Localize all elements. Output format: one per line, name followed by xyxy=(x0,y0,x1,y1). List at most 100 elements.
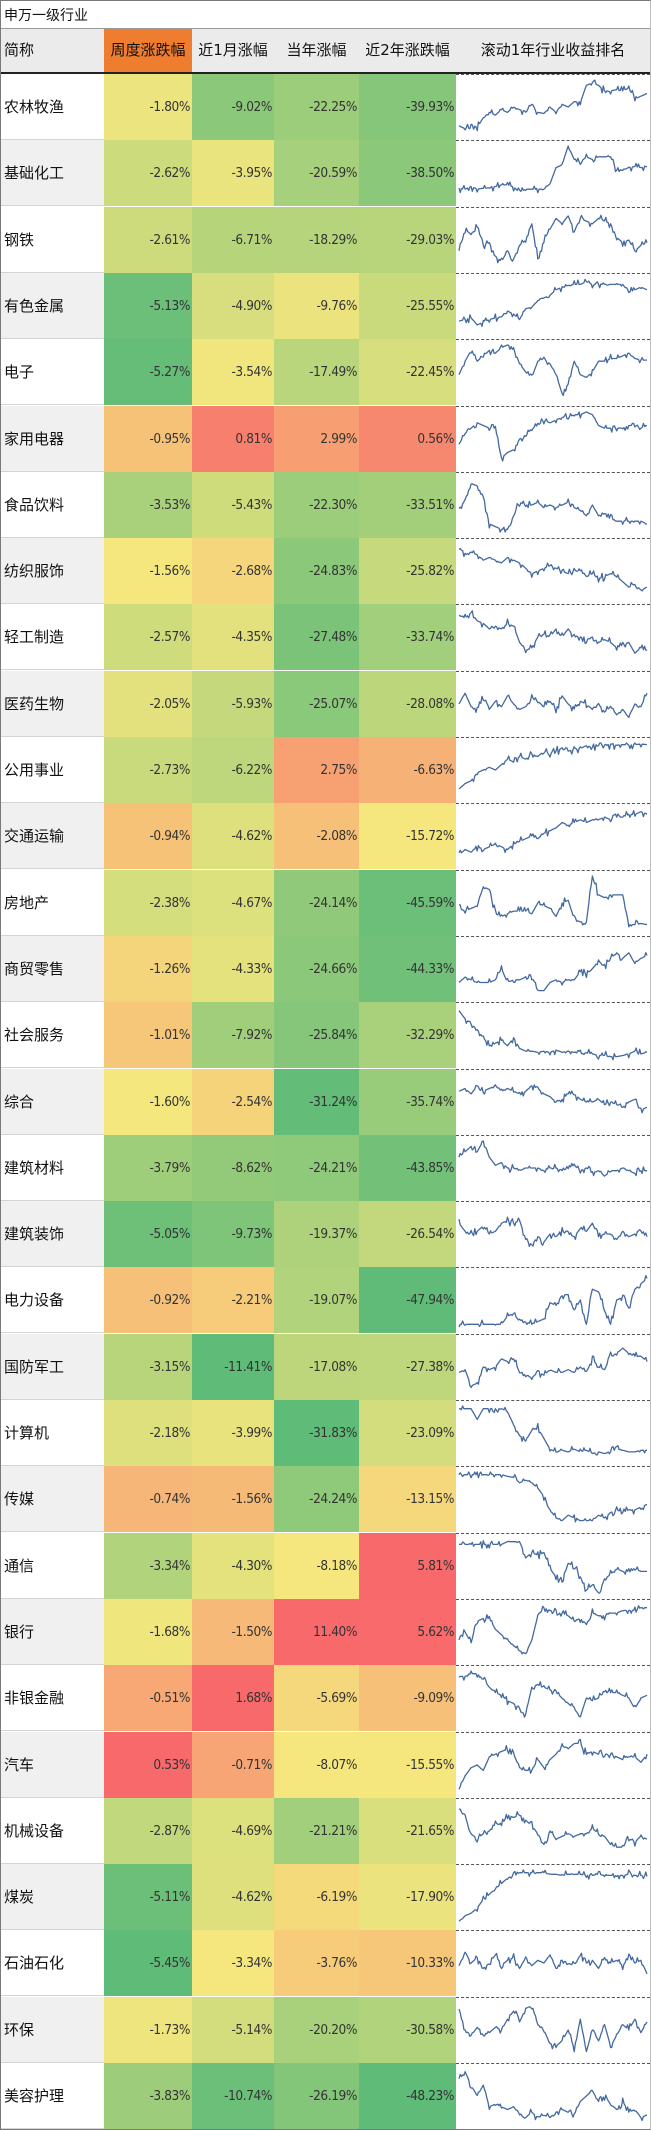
table-row[interactable]: 轻工制造 -2.57% -4.35% -27.48% -33.74% xyxy=(1,604,650,671)
cell-y2: 5.62% xyxy=(359,1598,456,1665)
cell-week: -1.56% xyxy=(104,538,192,605)
rank-sparkline xyxy=(456,206,650,273)
table-row[interactable]: 商贸零售 -1.26% -4.33% -24.66% -44.33% xyxy=(1,935,650,1002)
column-header-rank[interactable]: 滚动1年行业收益排名 xyxy=(480,41,626,59)
column-header-m1[interactable]: 近1月涨幅 xyxy=(198,41,268,59)
industry-name: 汽车 xyxy=(1,1731,104,1798)
table-row[interactable]: 农林牧渔 -1.80% -9.02% -22.25% -39.93% xyxy=(1,74,650,140)
rank-sparkline xyxy=(456,1532,650,1599)
rank-sparkline xyxy=(456,140,650,207)
cell-y2: -44.33% xyxy=(359,935,456,1002)
rank-sparkline xyxy=(456,538,650,605)
cell-y2: -26.54% xyxy=(359,1201,456,1268)
industry-name: 计算机 xyxy=(1,1400,104,1466)
column-header-week[interactable]: 周度涨跌幅 xyxy=(104,29,192,72)
cell-ytd: -22.30% xyxy=(274,471,359,538)
table-row[interactable]: 综合 -1.60% -2.54% -31.24% -35.74% xyxy=(1,1068,650,1135)
table-row[interactable]: 医药生物 -2.05% -5.93% -25.07% -28.08% xyxy=(1,670,650,737)
cell-week: 0.53% xyxy=(104,1731,192,1798)
industry-name: 环保 xyxy=(1,1996,104,2063)
table-row[interactable]: 机械设备 -2.87% -4.69% -21.21% -21.65% xyxy=(1,1797,650,1864)
cell-week: -2.62% xyxy=(104,140,192,207)
cell-ytd: -3.76% xyxy=(274,1930,359,1997)
table-row[interactable]: 有色金属 -5.13% -4.90% -9.76% -25.55% xyxy=(1,272,650,339)
industry-name: 综合 xyxy=(1,1068,104,1135)
industry-name: 商贸零售 xyxy=(1,935,104,1002)
cell-y2: -9.09% xyxy=(359,1665,456,1732)
rank-sparkline xyxy=(456,670,650,737)
table-row[interactable]: 国防军工 -3.15% -11.41% -17.08% -27.38% xyxy=(1,1333,650,1400)
table-row[interactable]: 家用电器 -0.95% 0.81% 2.99% 0.56% xyxy=(1,405,650,472)
table-row[interactable]: 食品饮料 -3.53% -5.43% -22.30% -33.51% xyxy=(1,471,650,538)
cell-ytd: -24.83% xyxy=(274,538,359,605)
industry-name: 纺织服饰 xyxy=(1,538,104,605)
cell-week: -5.45% xyxy=(104,1930,192,1997)
table-row[interactable]: 银行 -1.68% -1.50% 11.40% 5.62% xyxy=(1,1598,650,1665)
rank-sparkline xyxy=(456,1996,650,2063)
cell-y2: -6.63% xyxy=(359,737,456,803)
table-row[interactable]: 社会服务 -1.01% -7.92% -25.84% -32.29% xyxy=(1,1002,650,1069)
cell-y2: -39.93% xyxy=(359,74,456,140)
cell-m1: -3.99% xyxy=(192,1400,274,1466)
industry-name: 钢铁 xyxy=(1,206,104,273)
table-row[interactable]: 汽车 0.53% -0.71% -8.07% -15.55% xyxy=(1,1731,650,1798)
cell-week: -0.74% xyxy=(104,1466,192,1533)
cell-ytd: -20.20% xyxy=(274,1996,359,2063)
table-row[interactable]: 传媒 -0.74% -1.56% -24.24% -13.15% xyxy=(1,1466,650,1533)
cell-ytd: -20.59% xyxy=(274,140,359,207)
cell-week: -2.18% xyxy=(104,1400,192,1466)
table-row[interactable]: 电子 -5.27% -3.54% -17.49% -22.45% xyxy=(1,339,650,406)
cell-m1: -8.62% xyxy=(192,1134,274,1201)
industry-name: 食品饮料 xyxy=(1,471,104,538)
cell-y2: -47.94% xyxy=(359,1267,456,1334)
table-row[interactable]: 交通运输 -0.94% -4.62% -2.08% -15.72% xyxy=(1,803,650,870)
industry-name: 建筑材料 xyxy=(1,1134,104,1201)
cell-y2: -28.08% xyxy=(359,670,456,737)
cell-week: -2.73% xyxy=(104,737,192,803)
rank-sparkline xyxy=(456,1598,650,1665)
cell-y2: -25.82% xyxy=(359,538,456,605)
cell-m1: -9.02% xyxy=(192,74,274,140)
cell-m1: -3.95% xyxy=(192,140,274,207)
cell-y2: -30.58% xyxy=(359,1996,456,2063)
cell-ytd: -25.84% xyxy=(274,1002,359,1069)
cell-y2: -17.90% xyxy=(359,1864,456,1931)
table-row[interactable]: 电力设备 -0.92% -2.21% -19.07% -47.94% xyxy=(1,1267,650,1334)
table-row[interactable]: 公用事业 -2.73% -6.22% 2.75% -6.63% xyxy=(1,737,650,803)
table-row[interactable]: 基础化工 -2.62% -3.95% -20.59% -38.50% xyxy=(1,140,650,207)
table-row[interactable]: 建筑装饰 -5.05% -9.73% -19.37% -26.54% xyxy=(1,1201,650,1268)
cell-m1: -6.71% xyxy=(192,206,274,273)
table-row[interactable]: 美容护理 -3.83% -10.74% -26.19% -48.23% xyxy=(1,2063,650,2129)
table-row[interactable]: 煤炭 -5.11% -4.62% -6.19% -17.90% xyxy=(1,1864,650,1931)
cell-ytd: 2.99% xyxy=(274,405,359,472)
table-row[interactable]: 钢铁 -2.61% -6.71% -18.29% -29.03% xyxy=(1,206,650,273)
table-row[interactable]: 石油石化 -5.45% -3.34% -3.76% -10.33% xyxy=(1,1930,650,1997)
cell-m1: -1.56% xyxy=(192,1466,274,1533)
cell-ytd: -8.07% xyxy=(274,1731,359,1798)
rank-sparkline xyxy=(456,405,650,472)
table-row[interactable]: 纺织服饰 -1.56% -2.68% -24.83% -25.82% xyxy=(1,538,650,605)
cell-y2: -38.50% xyxy=(359,140,456,207)
cell-ytd: -24.21% xyxy=(274,1134,359,1201)
cell-ytd: -17.08% xyxy=(274,1333,359,1400)
cell-week: -0.51% xyxy=(104,1665,192,1732)
industry-name: 房地产 xyxy=(1,869,104,936)
table-row[interactable]: 计算机 -2.18% -3.99% -31.83% -23.09% xyxy=(1,1400,650,1466)
industry-name: 建筑装饰 xyxy=(1,1201,104,1268)
column-header-ytd[interactable]: 当年涨幅 xyxy=(286,41,347,59)
column-header-y2[interactable]: 近2年涨跌幅 xyxy=(365,41,450,59)
table-row[interactable]: 非银金融 -0.51% 1.68% -5.69% -9.09% xyxy=(1,1665,650,1732)
table-row[interactable]: 通信 -3.34% -4.30% -8.18% 5.81% xyxy=(1,1532,650,1599)
column-header-name[interactable]: 简称 xyxy=(4,41,35,59)
table-row[interactable]: 环保 -1.73% -5.14% -20.20% -30.58% xyxy=(1,1996,650,2063)
cell-m1: -4.30% xyxy=(192,1532,274,1599)
table-row[interactable]: 建筑材料 -3.79% -8.62% -24.21% -43.85% xyxy=(1,1134,650,1201)
table-row[interactable]: 房地产 -2.38% -4.67% -24.14% -45.59% xyxy=(1,869,650,936)
cell-ytd: -9.76% xyxy=(274,272,359,339)
cell-ytd: -8.18% xyxy=(274,1532,359,1599)
cell-ytd: -18.29% xyxy=(274,206,359,273)
rank-sparkline xyxy=(456,935,650,1002)
rank-sparkline xyxy=(456,1665,650,1732)
cell-m1: -2.54% xyxy=(192,1068,274,1135)
cell-m1: -0.71% xyxy=(192,1731,274,1798)
